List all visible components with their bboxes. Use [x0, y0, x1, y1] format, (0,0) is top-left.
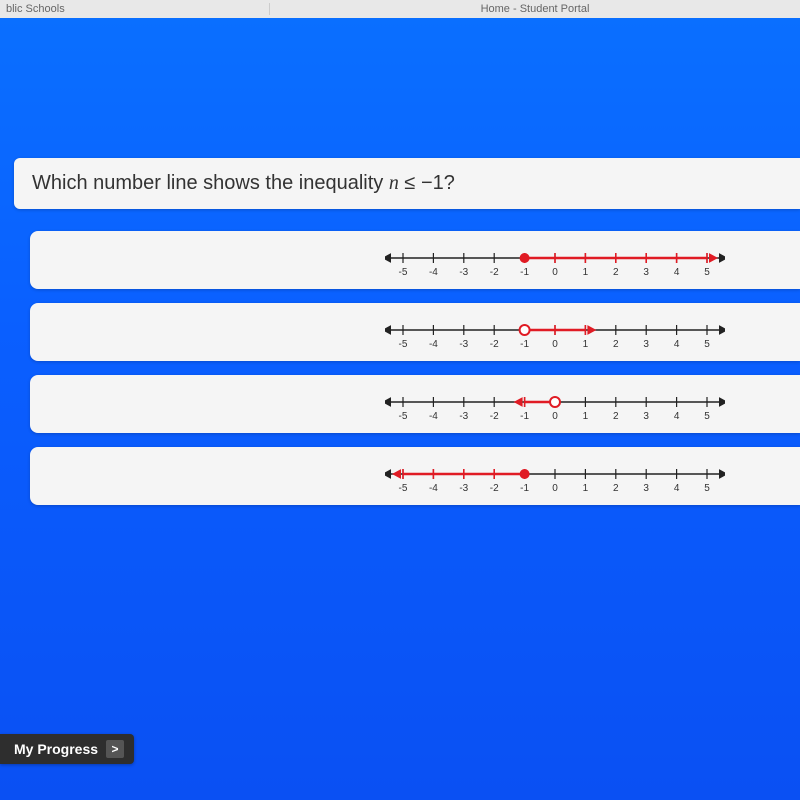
svg-text:0: 0: [552, 411, 558, 422]
svg-text:-1: -1: [520, 411, 529, 422]
svg-text:-1: -1: [520, 267, 529, 278]
option-row[interactable]: -5 -4 -3 -2 -1 0 1 2 3 4 5: [30, 375, 800, 433]
svg-text:-4: -4: [429, 483, 438, 494]
option-row[interactable]: -5 -4 -3 -2 -1 0 1 2 3 4 5: [30, 303, 800, 361]
svg-text:3: 3: [643, 411, 649, 422]
svg-text:-2: -2: [490, 483, 499, 494]
question-text: Which number line shows the inequality n…: [14, 158, 800, 209]
numberline: -5 -4 -3 -2 -1 0 1 2 3 4 5: [385, 456, 725, 496]
tab-center[interactable]: Home - Student Portal: [270, 3, 800, 15]
svg-text:1: 1: [583, 411, 589, 422]
svg-text:0: 0: [552, 339, 558, 350]
tab-left[interactable]: blic Schools: [0, 3, 270, 15]
svg-text:-4: -4: [429, 339, 438, 350]
chevron-right-icon: >: [106, 740, 124, 758]
svg-text:1: 1: [583, 339, 589, 350]
svg-text:-3: -3: [459, 411, 468, 422]
options-list: -5 -4 -3 -2 -1 0 1 2 3 4 5 -5 -4 -3 -2 -1 0 1 2 3 4 5 -5 -4 -3…: [0, 231, 800, 505]
svg-text:4: 4: [674, 267, 680, 278]
svg-text:-2: -2: [490, 267, 499, 278]
svg-text:1: 1: [583, 483, 589, 494]
svg-text:-3: -3: [459, 339, 468, 350]
svg-text:4: 4: [674, 411, 680, 422]
option-row[interactable]: -5 -4 -3 -2 -1 0 1 2 3 4 5: [30, 447, 800, 505]
svg-text:2: 2: [613, 267, 619, 278]
svg-text:-5: -5: [399, 267, 408, 278]
numberline: -5 -4 -3 -2 -1 0 1 2 3 4 5: [385, 312, 725, 352]
question-variable: n: [389, 172, 399, 194]
svg-text:5: 5: [704, 267, 710, 278]
svg-text:-2: -2: [490, 411, 499, 422]
svg-text:4: 4: [674, 339, 680, 350]
svg-text:3: 3: [643, 483, 649, 494]
svg-text:-5: -5: [399, 483, 408, 494]
my-progress-button[interactable]: My Progress >: [0, 734, 134, 764]
my-progress-label: My Progress: [14, 741, 98, 757]
svg-text:0: 0: [552, 267, 558, 278]
svg-text:-1: -1: [520, 339, 529, 350]
svg-text:3: 3: [643, 339, 649, 350]
svg-text:-5: -5: [399, 339, 408, 350]
browser-tabs: blic Schools Home - Student Portal: [0, 0, 800, 18]
svg-text:-2: -2: [490, 339, 499, 350]
numberline: -5 -4 -3 -2 -1 0 1 2 3 4 5: [385, 384, 725, 424]
svg-text:-5: -5: [399, 411, 408, 422]
svg-text:2: 2: [613, 339, 619, 350]
svg-text:0: 0: [552, 483, 558, 494]
question-prefix: Which number line shows the inequality: [32, 172, 389, 194]
svg-text:-4: -4: [429, 267, 438, 278]
svg-text:2: 2: [613, 411, 619, 422]
svg-text:-3: -3: [459, 483, 468, 494]
svg-text:-1: -1: [520, 483, 529, 494]
numberline: -5 -4 -3 -2 -1 0 1 2 3 4 5: [385, 240, 725, 280]
question-relation: ≤ −1: [399, 172, 444, 194]
question-suffix: ?: [444, 172, 455, 194]
content-area: Which number line shows the inequality n…: [0, 18, 800, 800]
svg-text:-3: -3: [459, 267, 468, 278]
svg-text:5: 5: [704, 411, 710, 422]
svg-text:3: 3: [643, 267, 649, 278]
svg-text:5: 5: [704, 483, 710, 494]
svg-text:5: 5: [704, 339, 710, 350]
svg-text:1: 1: [583, 267, 589, 278]
svg-text:-4: -4: [429, 411, 438, 422]
svg-text:2: 2: [613, 483, 619, 494]
svg-text:4: 4: [674, 483, 680, 494]
option-row[interactable]: -5 -4 -3 -2 -1 0 1 2 3 4 5: [30, 231, 800, 289]
